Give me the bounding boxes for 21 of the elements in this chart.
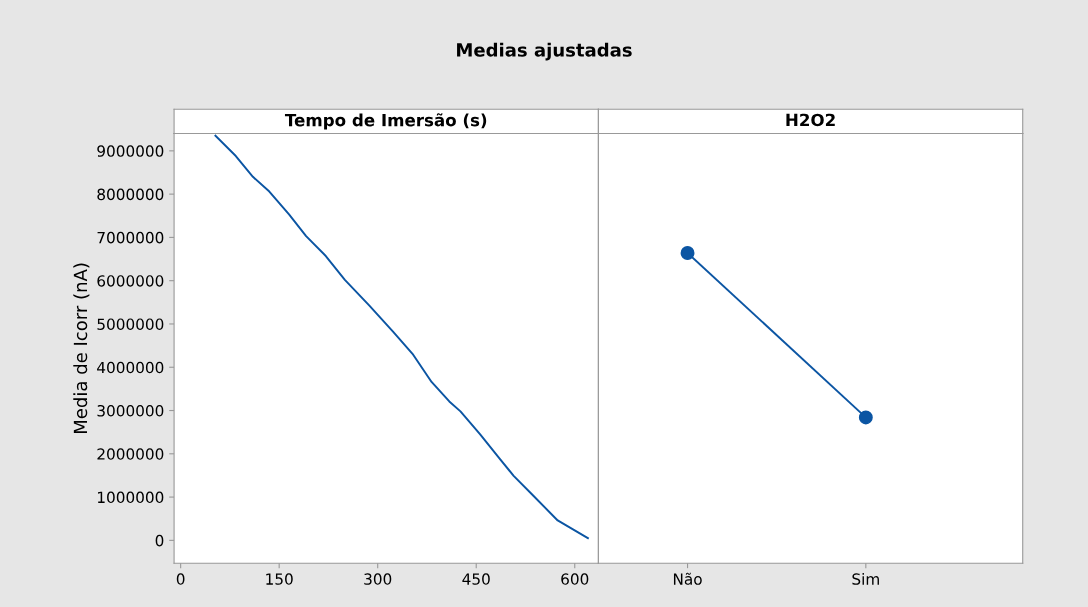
y-axis-title: Media de Icorr (nA) (73, 263, 90, 434)
y-tick-label: 3000000 (97, 404, 164, 417)
x-tick-label: 150 (266, 573, 293, 585)
chart-subtitle: H2O2 (786, 113, 835, 127)
y-tick-label: 5000000 (97, 318, 164, 330)
x-tick-label: 300 (364, 573, 392, 585)
x-tick-label: 600 (561, 573, 589, 585)
x-tick-label: Sim (852, 573, 879, 585)
y-tick-label: 8000000 (97, 188, 164, 201)
y-tick-label: 4000000 (97, 361, 164, 374)
y-tick-label: 1000000 (97, 491, 164, 504)
y-tick-label: 6000000 (97, 275, 164, 287)
x-tick-label: 450 (462, 573, 490, 585)
y-tick-label: 2000000 (97, 448, 164, 460)
chart-title: Medias ajustadas (457, 42, 632, 61)
chart-subtitle: Tempo de Imersão (s) (284, 113, 487, 130)
x-tick-label: Não (673, 572, 702, 585)
y-tick-label: 7000000 (97, 231, 164, 244)
x-tick-label: 0 (176, 573, 185, 585)
y-tick-label: 0 (155, 534, 164, 547)
y-tick-label: 9000000 (97, 145, 164, 157)
